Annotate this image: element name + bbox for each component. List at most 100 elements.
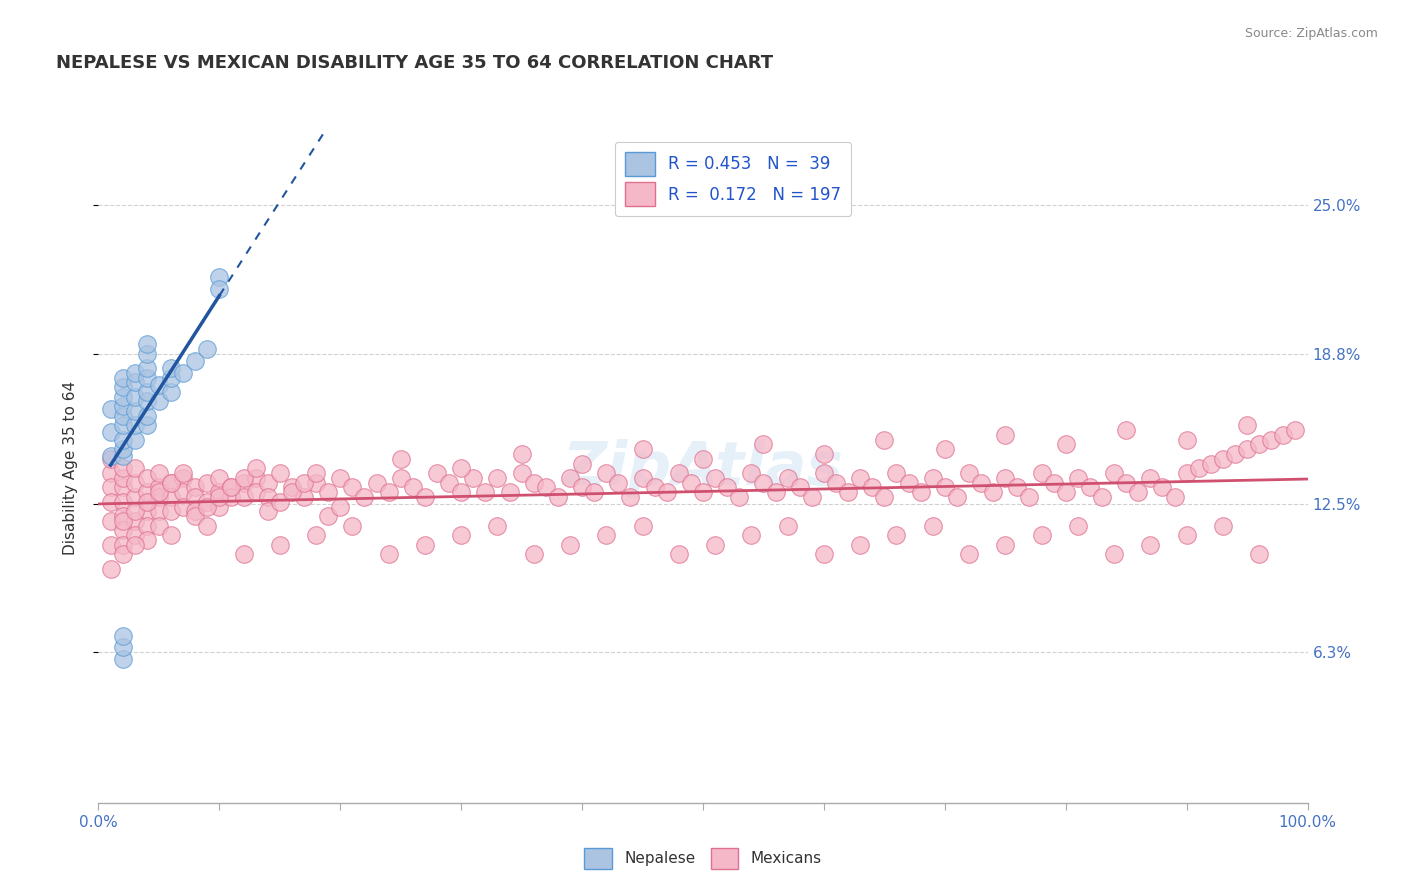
Point — [1175, 528, 1198, 542]
Point — [558, 538, 581, 552]
Point — [111, 640, 134, 655]
Point — [111, 390, 134, 404]
Point — [100, 562, 122, 576]
Point — [208, 500, 231, 514]
Point — [1091, 490, 1114, 504]
Point — [1249, 437, 1271, 451]
Text: ZipAtlas: ZipAtlas — [562, 439, 844, 498]
Point — [813, 466, 835, 480]
Point — [450, 485, 472, 500]
Point — [1212, 451, 1234, 466]
Point — [148, 466, 170, 480]
Point — [281, 485, 304, 500]
Point — [208, 282, 231, 296]
Point — [1067, 471, 1090, 485]
Point — [329, 471, 352, 485]
Point — [148, 504, 170, 518]
Point — [208, 270, 231, 285]
Point — [849, 538, 872, 552]
Point — [221, 490, 243, 504]
Point — [934, 480, 956, 494]
Point — [1212, 518, 1234, 533]
Point — [184, 480, 207, 494]
Point — [886, 466, 908, 480]
Point — [873, 490, 896, 504]
Point — [1260, 433, 1282, 447]
Point — [450, 528, 472, 542]
Point — [716, 480, 738, 494]
Point — [1188, 461, 1211, 475]
Point — [124, 538, 146, 552]
Point — [450, 461, 472, 475]
Point — [679, 475, 702, 490]
Point — [160, 475, 183, 490]
Point — [377, 485, 399, 500]
Point — [245, 485, 267, 500]
Point — [111, 442, 134, 457]
Point — [221, 480, 243, 494]
Point — [100, 494, 122, 508]
Point — [994, 428, 1017, 442]
Point — [316, 485, 339, 500]
Point — [232, 475, 254, 490]
Point — [1272, 428, 1295, 442]
Point — [100, 466, 122, 480]
Point — [860, 480, 883, 494]
Point — [111, 461, 134, 475]
Point — [426, 466, 449, 480]
Point — [837, 485, 859, 500]
Point — [595, 466, 617, 480]
Point — [789, 480, 811, 494]
Point — [342, 480, 364, 494]
Point — [184, 490, 207, 504]
Point — [704, 538, 727, 552]
Point — [232, 547, 254, 561]
Point — [752, 437, 775, 451]
Point — [292, 475, 315, 490]
Point — [921, 518, 943, 533]
Point — [934, 442, 956, 457]
Point — [558, 471, 581, 485]
Point — [583, 485, 606, 500]
Point — [172, 471, 194, 485]
Point — [668, 547, 690, 561]
Point — [124, 528, 146, 542]
Point — [111, 433, 134, 447]
Point — [111, 652, 134, 666]
Point — [728, 490, 751, 504]
Point — [547, 490, 569, 504]
Point — [1284, 423, 1306, 437]
Point — [897, 475, 920, 490]
Point — [776, 471, 799, 485]
Point — [281, 480, 304, 494]
Point — [595, 528, 617, 542]
Point — [1018, 490, 1040, 504]
Point — [1115, 423, 1137, 437]
Point — [946, 490, 969, 504]
Point — [342, 518, 364, 533]
Point — [800, 490, 823, 504]
Point — [148, 394, 170, 409]
Point — [776, 518, 799, 533]
Point — [111, 538, 134, 552]
Point — [1031, 466, 1053, 480]
Point — [124, 366, 146, 380]
Point — [1102, 466, 1125, 480]
Point — [135, 494, 157, 508]
Point — [1042, 475, 1064, 490]
Point — [813, 447, 835, 461]
Point — [1175, 433, 1198, 447]
Point — [195, 475, 218, 490]
Point — [1236, 442, 1258, 457]
Point — [124, 461, 146, 475]
Point — [970, 475, 993, 490]
Point — [184, 509, 207, 524]
Point — [765, 485, 787, 500]
Point — [195, 494, 218, 508]
Point — [305, 466, 328, 480]
Point — [221, 480, 243, 494]
Point — [160, 361, 183, 376]
Point — [1139, 471, 1161, 485]
Point — [195, 342, 218, 356]
Point — [571, 480, 593, 494]
